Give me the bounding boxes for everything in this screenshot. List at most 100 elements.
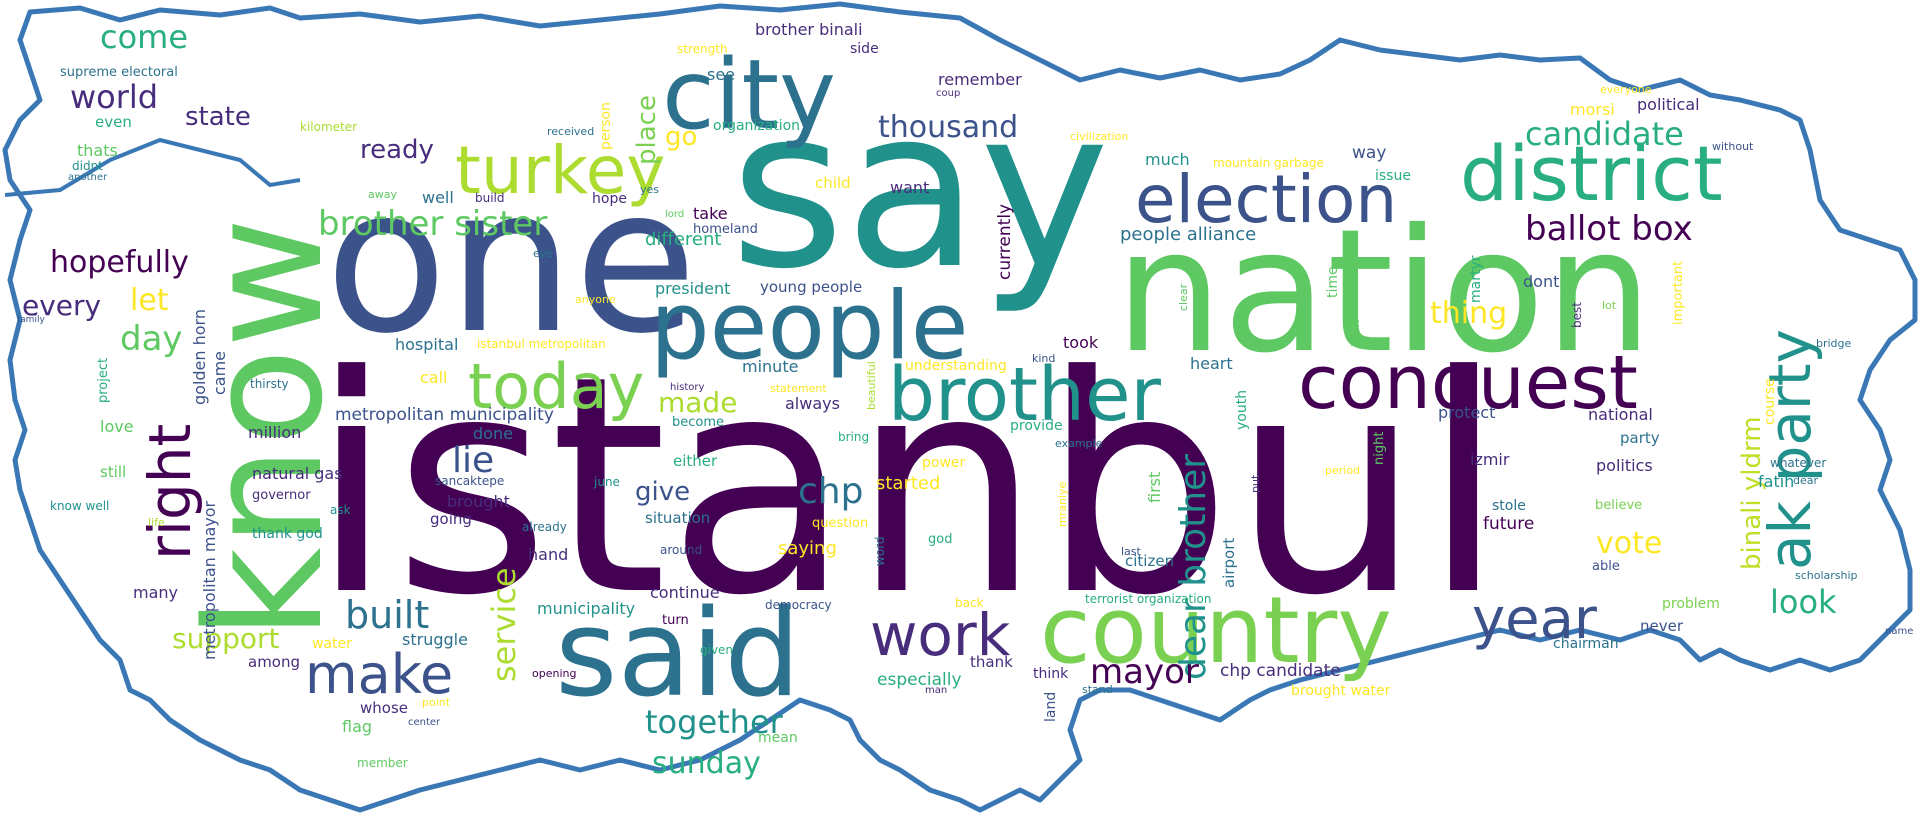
word-city: city [662,39,836,151]
word-well: well [422,188,454,207]
word-example: example [1055,437,1103,450]
word-last: last [1121,545,1142,558]
word-center: center [408,717,441,728]
word-want: want [890,178,929,197]
word-make: make [305,643,453,706]
word-struggle: struggle [402,630,468,649]
word-mraniye: mraniye [1056,481,1069,527]
word-going: going [430,510,472,528]
word-see: see [707,65,735,84]
word-service: service [485,567,523,682]
word-clear: clear [1177,283,1190,311]
word-around: around [660,543,702,557]
word-hopefully: hopefully [50,245,189,280]
word-strength: strength [677,42,728,56]
word-brought: brought [447,492,510,511]
word-people-alliance: people alliance [1120,224,1256,245]
word-chp-candidate: chp candidate [1220,661,1341,681]
word-put: put [1249,474,1262,493]
word-flag: flag [342,717,372,736]
word-thing: thing [1430,296,1507,331]
word-morsi: morsi [1570,100,1615,119]
word-person: person [598,102,614,150]
word-question: question [812,516,868,531]
word-eye: eye [533,247,553,260]
word-sancaktepe: sancaktepe [435,474,504,488]
word-built: built [345,593,429,637]
word-always: always [785,394,840,413]
word-political: political [1637,95,1700,114]
word-scholarship: scholarship [1795,569,1858,582]
word-binali-yldrm: binali yldrm [1737,416,1767,570]
word-day: day [120,319,183,359]
word-thank-god: thank god [252,526,323,542]
word-coup: coup [936,88,960,99]
word-name: name [1885,626,1913,637]
word-citizen: citizen [1125,552,1174,570]
word-say: say [730,61,1110,317]
word-member: member [357,756,408,770]
word-brother: brother [888,352,1161,438]
word-young-people: young people [760,278,862,296]
word-terrorist-organization: terrorist organization [1085,592,1211,606]
word-received: received [547,125,594,138]
word-done: done [473,424,513,443]
word-conquest: conquest [1298,340,1638,426]
word-family: family [17,315,45,325]
word-new: new [1347,318,1363,347]
word-understanding: understanding [905,358,1007,374]
word-made: made [658,386,737,419]
word-time: time [1325,266,1341,298]
word-came: came [210,351,229,395]
word-hospital: hospital [395,335,458,354]
word-thank: thank [970,653,1013,671]
word-brother-binali: brother binali [755,20,863,39]
word-june: june [593,475,620,489]
word-candidate: candidate [1525,115,1684,153]
word-took: took [1063,333,1099,352]
word-municipality: municipality [537,599,635,618]
word-state: state [185,102,251,132]
word-hope: hope [592,191,627,207]
word-homeland: homeland [693,222,758,237]
word-izmir: izmir [1470,450,1510,469]
word-thousand: thousand [878,110,1018,145]
word-turn: turn [662,613,689,628]
word-civilization: civilization [1070,130,1128,143]
word-metropolitan-mayor: metropolitan mayor [200,500,219,660]
word-period: period [1325,464,1360,477]
word-different: different [645,229,721,250]
word-without: without [1712,140,1754,153]
word-especially: especially [877,670,962,690]
word-important: important [1671,261,1686,325]
word-istanbul-metropolitan: istanbul metropolitan [477,337,606,351]
word-kind: kind [1032,352,1055,365]
word-able: able [1592,559,1620,574]
word-issue: issue [1375,168,1411,184]
word-love: love [100,417,134,436]
word-provide: provide [1010,418,1063,434]
word-district: district [1460,129,1723,218]
word-vote: vote [1596,526,1662,561]
word-hand: hand [528,545,568,564]
word-together: together [645,703,784,741]
word-lord: lord [665,209,684,220]
word-istanbul: istanbul [310,312,1505,661]
word-ask: ask [330,503,351,517]
word-thirsty: thirsty [250,377,289,391]
word-future: future [1483,514,1534,534]
word-work: work [870,601,1011,669]
word-remember: remember [938,70,1022,89]
word-dont: dont [1523,272,1559,291]
word-statement: statement [770,382,827,395]
word-know-well: know well [50,499,109,513]
word-president: president [655,279,730,298]
word-dear-brother: dear brother [1173,454,1214,680]
word-brother-sister: brother sister [318,204,547,244]
word-everyone: everyone [1600,83,1652,96]
word-stand: stand [1082,683,1113,696]
word-problem: problem [1662,596,1720,612]
word-take: take [693,204,728,223]
word-mayor: mayor [1090,652,1199,692]
word-didnt: didnt [72,159,103,173]
